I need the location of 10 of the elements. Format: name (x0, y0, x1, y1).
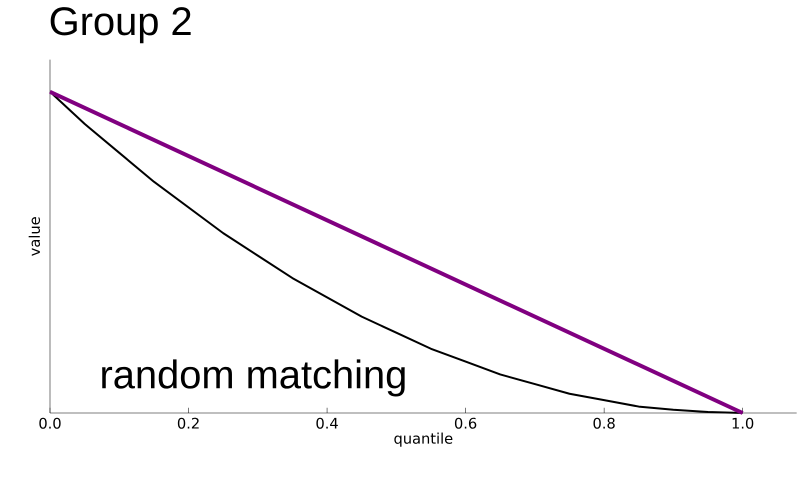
chart-title: Group 2 (50, 7, 191, 44)
x-tick-label: 0.0 (39, 418, 61, 429)
x-tick-label: 0.4 (316, 418, 338, 429)
y-axis-title: value (28, 217, 40, 256)
x-tick-label: 0.6 (454, 418, 476, 429)
x-tick-label: 0.8 (593, 418, 615, 429)
x-tick-label: 0.2 (178, 418, 199, 429)
annotation: random matching (102, 359, 405, 397)
x-axis-title: quantile (394, 432, 452, 447)
x-tick-label: 1.0 (732, 418, 754, 429)
